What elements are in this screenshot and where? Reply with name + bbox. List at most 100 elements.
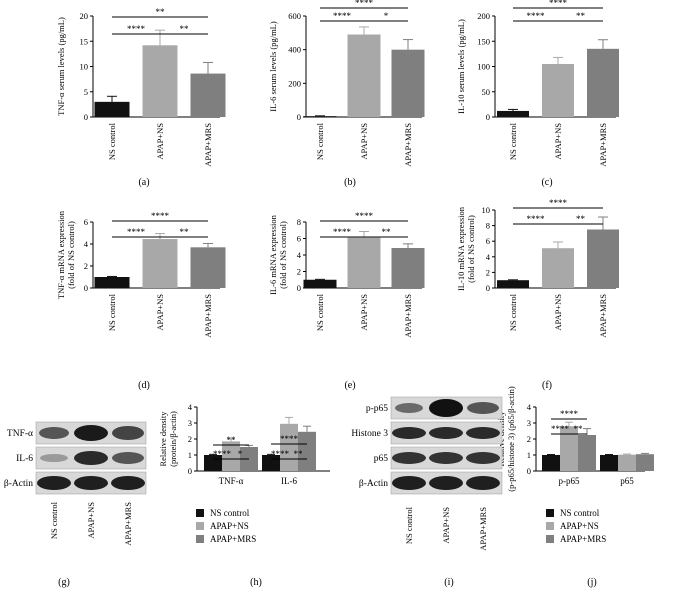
x-tick-label: APAP+MRS [598, 294, 608, 338]
blot-band [395, 403, 423, 413]
blot-band [37, 476, 71, 490]
y-tick-label: 5 [84, 87, 88, 97]
y-axis-label: (fold of NS control) [466, 215, 476, 283]
y-tick-label: 2 [486, 267, 490, 277]
bar [222, 441, 240, 471]
bar [560, 426, 578, 471]
blot-lane-label: APAP+MRS [478, 507, 488, 551]
legend-label: APAP+MRS [560, 534, 606, 544]
x-tick-label: APAP+MRS [403, 123, 413, 167]
chart-panel-e: 0 2 4 6 8 IL-6 mRNA expression (fold of NS con… [268, 211, 425, 391]
y-tick-label: 0 [297, 283, 301, 293]
bar [542, 63, 574, 117]
significance-label: ** [576, 11, 586, 21]
x-tick-label: p-p65 [559, 476, 580, 486]
significance-label: **** [549, 0, 568, 8]
x-tick-label: APAP+MRS [598, 123, 608, 167]
blot-band [429, 452, 463, 464]
y-tick-label: 4 [297, 250, 302, 260]
legend-label: NS control [560, 508, 600, 518]
y-tick-label: 8 [486, 221, 490, 231]
y-tick-label: 50 [482, 87, 491, 97]
legend-label: NS control [210, 508, 250, 518]
blot-band [111, 476, 145, 490]
significance-label: ** [576, 214, 586, 224]
blot-lane-label: APAP+MRS [123, 502, 133, 546]
legend-swatch [196, 522, 204, 530]
x-tick-label: NS control [107, 122, 117, 160]
significance-label: **** [355, 211, 374, 221]
blot-band [74, 476, 108, 490]
blot-band [392, 476, 426, 490]
bar [303, 116, 337, 117]
bar [280, 423, 298, 471]
bar [94, 277, 130, 288]
y-tick-label: 0 [297, 112, 301, 122]
x-tick-label: NS control [315, 293, 325, 331]
x-tick-label: NS control [315, 122, 325, 160]
y-tick-label: 150 [477, 36, 490, 46]
bar [497, 280, 529, 288]
significance-label: **** [127, 227, 146, 237]
y-tick-label: 3 [527, 418, 531, 428]
significance-label: **** [560, 409, 579, 419]
y-axis-label: IL-10 mRNA expression [456, 206, 466, 291]
bar [190, 73, 226, 117]
blot-band [429, 476, 463, 490]
y-tick-label: 0 [486, 283, 490, 293]
chart-panel-a: 0 5 10 15 20 TNF-α serum levels (pg/mL) NS con… [56, 7, 226, 188]
bar [347, 34, 381, 118]
significance-label: **** [527, 11, 546, 21]
y-tick-label: 4 [188, 402, 193, 412]
y-axis-label: IL-6 mRNA expression [268, 214, 278, 295]
y-tick-label: 4 [527, 402, 532, 412]
blot-band [39, 427, 69, 439]
x-tick-label: APAP+NS [155, 294, 165, 331]
bar [142, 239, 178, 288]
significance-label: ** [180, 227, 190, 237]
bar [578, 435, 596, 471]
x-tick-label: APAP+NS [359, 294, 369, 331]
blot-row-label: p65 [374, 454, 389, 464]
y-tick-label: 20 [80, 11, 89, 21]
x-tick-label: NS control [508, 122, 518, 160]
panel-label: (h) [250, 577, 262, 588]
bar [347, 237, 381, 288]
legend-swatch [546, 522, 554, 530]
y-tick-label: 0 [486, 112, 490, 122]
blot-lane-label: APAP+NS [441, 507, 451, 544]
blot-band [392, 452, 426, 464]
y-axis-label: (protein/β-actin) [168, 411, 178, 467]
significance-label: **** [527, 214, 546, 224]
bar [497, 110, 529, 117]
significance-label: **** [551, 424, 570, 434]
y-tick-label: 400 [288, 45, 301, 55]
bar [391, 247, 425, 288]
chart-panel-b: 0 200 400 600 IL-6 serum levels (pg/mL) NS co… [268, 0, 425, 188]
legend-swatch [196, 509, 204, 517]
panel-label: (f) [542, 380, 552, 391]
significance-label: **** [127, 24, 146, 34]
panel-label: (a) [138, 177, 149, 188]
significance-label: ** [294, 449, 304, 459]
panel-label: (i) [444, 577, 453, 588]
bar [94, 101, 130, 117]
panel-label: (g) [58, 577, 70, 588]
bar [600, 455, 618, 471]
y-tick-label: 2 [527, 434, 531, 444]
y-axis-label: TNF-α mRNA expression [56, 210, 66, 299]
blot-row-label: IL-6 [16, 454, 33, 464]
significance-label: **** [333, 11, 352, 21]
blot-band [40, 454, 68, 462]
x-tick-label: NS control [107, 293, 117, 331]
significance-label: ** [382, 227, 392, 237]
y-tick-label: 200 [477, 11, 490, 21]
y-tick-label: 2 [188, 434, 192, 444]
blot-row-label: p-p65 [366, 404, 388, 414]
y-tick-label: 6 [297, 234, 301, 244]
significance-label: **** [151, 211, 170, 221]
chart-panel-f: 0 2 4 6 8 10 IL-10 mRNA expression (fold of NS … [456, 198, 619, 391]
legend-swatch [196, 535, 204, 543]
